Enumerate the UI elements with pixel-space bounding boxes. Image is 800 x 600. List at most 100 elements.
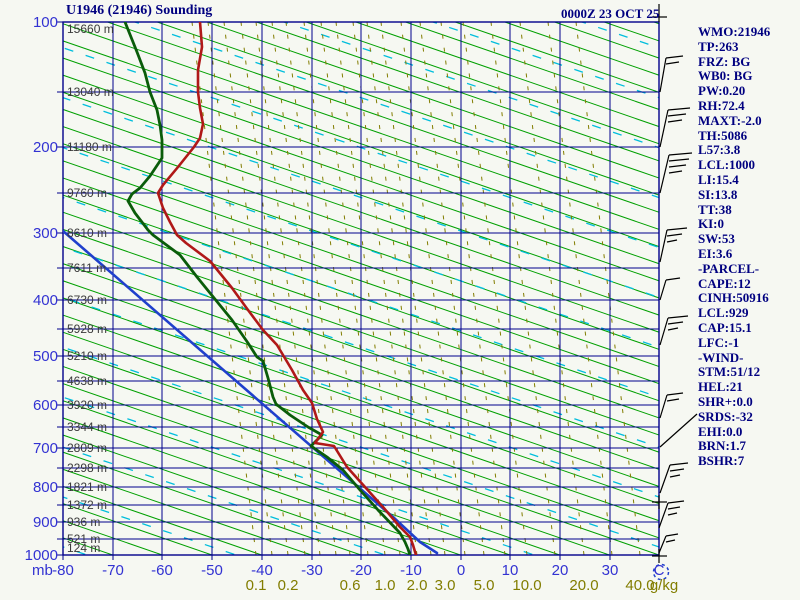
wind-barb-tick xyxy=(668,158,690,162)
dry-adiabat-line xyxy=(403,22,659,110)
dry-adiabat-line xyxy=(63,40,659,248)
mixing-ratio-tick-label: 20.0 xyxy=(569,577,599,594)
moist-adiabat-line xyxy=(63,496,239,555)
height-label: 11180 m xyxy=(67,140,112,154)
dry-adiabat-line xyxy=(63,365,611,555)
index-value: SRDS:-32 xyxy=(698,408,753,424)
dry-adiabat-line xyxy=(63,228,659,436)
mixing-ratio-line xyxy=(419,22,485,555)
temperature-tick-label: -30 xyxy=(301,562,323,579)
wind-barb-tick xyxy=(667,321,684,325)
pressure-axis-unit: mb xyxy=(32,562,53,579)
height-label: 2298 m xyxy=(67,461,108,475)
index-value: TT:38 xyxy=(698,201,732,217)
pressure-tick-label: 200 xyxy=(32,139,58,156)
index-value: RH:72.4 xyxy=(698,97,745,113)
sounding-curves xyxy=(63,22,439,555)
index-value: BSHR:7 xyxy=(698,453,745,469)
wind-barb-staff xyxy=(659,109,669,148)
pressure-tick-label: 400 xyxy=(32,292,58,309)
wind-barb-tick xyxy=(667,327,679,331)
height-label: 936 m xyxy=(67,515,101,529)
height-label: 3920 m xyxy=(67,398,108,412)
dry-adiabat-line xyxy=(63,280,659,487)
mixing-ratio-tick-label: 0.6 xyxy=(339,577,361,594)
dry-adiabat-line xyxy=(304,22,659,145)
height-label: 15660 m xyxy=(67,22,114,36)
wind-barb-tick xyxy=(665,55,684,59)
temperature-tick-label: 30 xyxy=(601,562,619,579)
dry-adiabat-line xyxy=(205,22,659,179)
index-value: LCL:929 xyxy=(698,305,749,321)
moist-adiabat-line xyxy=(63,97,659,299)
temperature-tick-label: 20 xyxy=(551,562,569,579)
index-value: PW:0.20 xyxy=(698,83,746,99)
temperature-tick-label: -10 xyxy=(400,562,422,579)
height-label: 124 m xyxy=(67,541,101,555)
wind-barb-tick xyxy=(666,239,678,243)
index-value: KI:0 xyxy=(698,216,724,232)
moist-adiabat-line xyxy=(63,146,659,348)
index-value: BRN:1.7 xyxy=(698,438,747,454)
mixing-ratio-line xyxy=(303,22,369,555)
dry-adiabat-line xyxy=(354,22,659,128)
mixing-ratio-tick-label: 5.0 xyxy=(473,577,495,594)
height-label: 13040 m xyxy=(67,85,114,99)
mixing-ratio-line xyxy=(271,22,337,555)
index-value: WMO:21946 xyxy=(698,24,771,39)
moist-adiabat-line xyxy=(63,446,388,555)
index-value: WB0: BG xyxy=(698,68,753,84)
mixing-ratio-tick-label: 0.1 xyxy=(245,577,267,594)
dry-adiabat-line xyxy=(63,383,562,555)
dry-adiabat-line xyxy=(63,126,659,333)
index-value: STM:51/12 xyxy=(698,364,761,380)
mixing-ratio-line xyxy=(490,22,556,555)
temperature-tick-label: 10 xyxy=(501,562,519,579)
dry-adiabat-line xyxy=(254,22,659,162)
wind-barb-tick xyxy=(667,107,691,111)
wind-barb-staff xyxy=(659,413,698,448)
dry-adiabat-line xyxy=(503,22,659,76)
valid-time-label: 0000Z 23 OCT 25 xyxy=(561,6,660,21)
wind-barb-tick xyxy=(667,512,678,516)
moist-adiabat-line xyxy=(63,246,659,448)
wind-barb-staff xyxy=(658,535,667,554)
dry-adiabat-line xyxy=(63,177,659,385)
mixing-ratio-tick-label: 0.2 xyxy=(277,577,299,594)
mixing-ratio-line xyxy=(352,22,418,555)
wind-barbs xyxy=(652,4,698,581)
wind-barb-staff xyxy=(659,57,667,93)
wind-barb-tick xyxy=(668,152,693,156)
dry-adiabat-line xyxy=(63,297,659,505)
pressure-tick-label: 300 xyxy=(32,225,58,242)
dry-adiabat-line xyxy=(63,331,659,539)
height-label: 521 m xyxy=(67,532,101,546)
wind-barb-tick xyxy=(667,315,689,319)
height-label: 3344 m xyxy=(67,420,108,434)
pressure-temperature-grid xyxy=(57,21,660,560)
dewpoint-curve xyxy=(123,22,412,555)
height-label: 5928 m xyxy=(67,322,108,336)
wind-barb-tick xyxy=(666,233,683,237)
wind-barb-staff xyxy=(659,279,667,301)
index-value: LI:15.4 xyxy=(698,171,739,187)
index-value: CAP:15.1 xyxy=(698,319,752,335)
dry-adiabat-line xyxy=(105,22,659,213)
wind-barb-tick xyxy=(667,113,687,117)
height-label: 6730 m xyxy=(67,293,108,307)
dry-adiabat-line xyxy=(63,451,363,555)
page-title: U1946 (21946) Sounding xyxy=(66,3,213,18)
mixing-ratio-tick-label: 2.0 xyxy=(406,577,428,594)
index-value: EI:3.6 xyxy=(698,245,733,261)
wind-barb-tick xyxy=(665,61,680,65)
pressure-tick-label: 600 xyxy=(32,397,58,414)
index-value: TH:5086 xyxy=(698,127,748,143)
index-value: FRZ: BG xyxy=(698,53,751,69)
temperature-tick-label: -80 xyxy=(52,562,74,579)
index-value: -PARCEL- xyxy=(698,260,760,276)
index-value: SHR+:0.0 xyxy=(698,393,753,409)
wind-barb-tick xyxy=(668,170,683,174)
dry-adiabat-line xyxy=(63,23,659,230)
wind-barb-tick xyxy=(667,500,685,504)
